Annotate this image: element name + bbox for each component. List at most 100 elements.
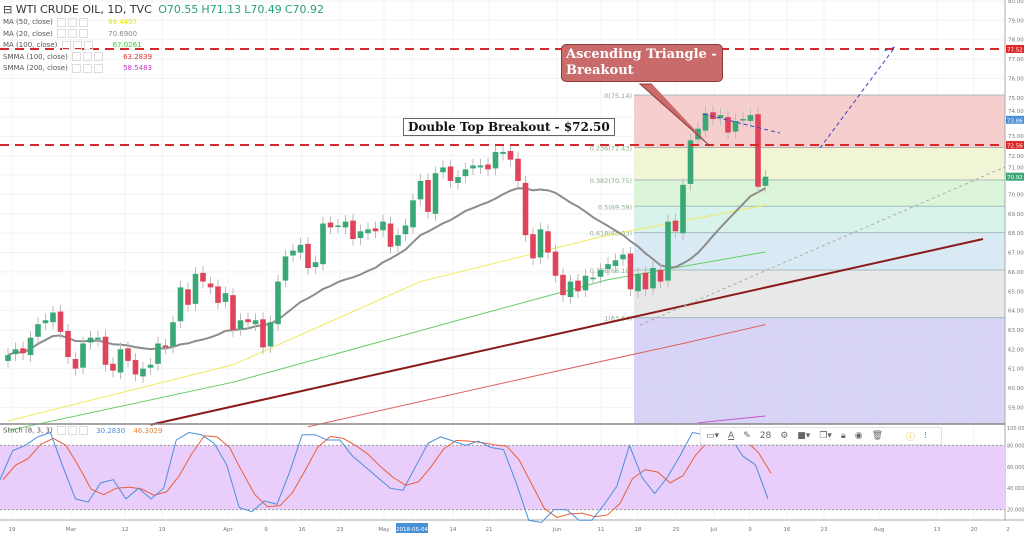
bullish-candle bbox=[665, 221, 671, 281]
price-tick-label: 80.00 bbox=[1008, 0, 1024, 5]
price-tick-label: 63.00 bbox=[1008, 328, 1024, 334]
bullish-candle bbox=[275, 281, 281, 325]
trash-icon[interactable]: 🗑︎ bbox=[871, 431, 883, 441]
bearish-candle bbox=[672, 220, 679, 232]
font-size-select[interactable]: 28 bbox=[759, 431, 772, 441]
stoch-band bbox=[0, 445, 1005, 510]
bearish-candle bbox=[215, 286, 221, 303]
price-marker-label: 70.92 bbox=[1007, 175, 1023, 181]
bullish-candle bbox=[402, 225, 409, 235]
time-tick-label: 20 bbox=[971, 527, 978, 533]
time-tick-label: 14 bbox=[450, 527, 457, 533]
bearish-candle bbox=[132, 359, 139, 375]
bullish-candle bbox=[455, 177, 461, 183]
time-tick-label: 9 bbox=[748, 527, 752, 533]
price-marker bbox=[1006, 115, 1024, 124]
time-tick-label: 25 bbox=[673, 527, 680, 533]
time-tick-label: 13 bbox=[934, 527, 941, 533]
ascending-triangle-callout[interactable]: Ascending Triangle - Breakout bbox=[561, 44, 723, 82]
bullish-candle bbox=[740, 119, 746, 121]
expand-icon[interactable]: ⁝ bbox=[924, 431, 927, 441]
symbol[interactable]: WTI CRUDE OIL, 1D, TVC bbox=[15, 3, 152, 16]
price-tick-label: 76.00 bbox=[1008, 76, 1024, 82]
low-value: L70.49 bbox=[244, 3, 282, 16]
stochastic-panel[interactable]: 100.000 80.000 60.000 40.000 20.000 bbox=[0, 423, 1024, 523]
indicator-legend-row: MA (50, close) 69.4497 bbox=[3, 17, 324, 29]
indicator-legend-row: MA (100, close) 67.0261 bbox=[3, 40, 324, 52]
bullish-candle bbox=[395, 235, 401, 246]
stoch-label[interactable]: Stoch (8, 3, 3) bbox=[3, 426, 53, 435]
text-color-icon[interactable]: A bbox=[728, 431, 735, 441]
time-tick-label: 2018-05-04 bbox=[396, 527, 428, 533]
bullish-candle bbox=[147, 364, 154, 368]
drawings[interactable] bbox=[0, 45, 1006, 426]
info-icon[interactable]: ⓘ bbox=[906, 432, 916, 443]
bearish-candle bbox=[162, 345, 169, 348]
candles bbox=[5, 105, 769, 384]
indicator-value: 58.5483 bbox=[123, 64, 153, 72]
price-tick-label: 75.00 bbox=[1008, 96, 1024, 102]
stoch-legend: Stoch (8, 3, 3) 30.2830 46.3029 bbox=[3, 426, 162, 435]
indicator-value: 63.2839 bbox=[123, 52, 153, 61]
stoch-k-value: 30.2830 bbox=[96, 426, 126, 435]
stoch-d-value: 46.3029 bbox=[133, 426, 163, 435]
indicator-label[interactable]: MA (20, close) bbox=[3, 29, 53, 38]
indicator-label[interactable]: SMMA (100, close) bbox=[3, 52, 68, 61]
bearish-candle bbox=[207, 283, 214, 288]
fib-zone bbox=[634, 269, 1005, 318]
price-marker bbox=[1006, 140, 1024, 149]
stoch-tick-label: 80.000 bbox=[1007, 443, 1024, 449]
time-tick-label: May bbox=[378, 527, 390, 533]
bearish-candle bbox=[710, 112, 716, 120]
bearish-candle bbox=[552, 251, 559, 276]
bearish-candle bbox=[522, 182, 529, 236]
moving-average-line bbox=[7, 204, 766, 422]
price-tick-label: 61.00 bbox=[1008, 367, 1024, 373]
bullish-candle bbox=[342, 221, 349, 228]
bullish-candle bbox=[35, 324, 41, 337]
time-tick-label: 16 bbox=[784, 527, 791, 533]
symbol-row: ⊟ WTI CRUDE OIL, 1D, TVC O70.55 H71.13 L70… bbox=[3, 3, 324, 16]
bullish-candle bbox=[702, 113, 709, 131]
bullish-candle bbox=[432, 173, 439, 214]
bearish-candle bbox=[185, 289, 191, 305]
bullish-candle bbox=[567, 281, 574, 298]
projection-arrow bbox=[702, 113, 781, 134]
bearish-candle bbox=[627, 253, 634, 290]
price-marker bbox=[1006, 172, 1024, 181]
bullish-candle bbox=[462, 169, 469, 177]
gear-icon[interactable]: ⚙ bbox=[780, 431, 789, 441]
time-tick-label: Mar bbox=[66, 527, 77, 533]
price-tick-label: 70.00 bbox=[1008, 193, 1024, 199]
rectangle-icon[interactable]: ▭▾ bbox=[706, 431, 720, 441]
fill-icon[interactable]: ■▾ bbox=[797, 431, 811, 441]
time-tick-label: 23 bbox=[337, 527, 344, 533]
drawing-toolbar: ▭▾ A ✎ 28 ⚙ ■▾ ❐▾ 🔒︎ ◉ 🗑︎ ⓘ ⁝ bbox=[700, 427, 942, 445]
fib-level-label: 0(75.14) bbox=[604, 92, 632, 100]
double-top-annotation[interactable]: Double Top Breakout - $72.50 bbox=[403, 118, 615, 136]
time-tick-label: Jun bbox=[552, 527, 562, 533]
indicator-label[interactable]: MA (100, close) bbox=[3, 41, 58, 49]
lock-icon[interactable]: 🔒︎ bbox=[840, 431, 846, 441]
bullish-candle bbox=[597, 269, 604, 277]
pen-icon[interactable]: ✎ bbox=[743, 431, 751, 441]
copy-icon[interactable]: ❐▾ bbox=[819, 431, 832, 441]
indicator-label[interactable]: SMMA (200, close) bbox=[3, 64, 68, 72]
bullish-candle bbox=[312, 262, 319, 268]
indicator-label[interactable]: MA (50, close) bbox=[3, 18, 53, 26]
bullish-candle bbox=[5, 355, 11, 361]
bearish-candle bbox=[545, 231, 551, 253]
stoch-tick-label: 20.000 bbox=[1007, 508, 1024, 514]
time-tick-label: 12 bbox=[122, 527, 129, 533]
price-tick-label: 69.00 bbox=[1008, 212, 1024, 218]
bearish-candle bbox=[125, 348, 131, 361]
bullish-candle bbox=[635, 273, 641, 292]
eye-icon[interactable]: ◉ bbox=[854, 431, 863, 441]
bullish-candle bbox=[335, 225, 341, 227]
bullish-candle bbox=[537, 229, 544, 258]
bullish-candle bbox=[590, 277, 596, 280]
time-tick-label: 19 bbox=[9, 527, 16, 533]
bearish-candle bbox=[642, 272, 649, 290]
